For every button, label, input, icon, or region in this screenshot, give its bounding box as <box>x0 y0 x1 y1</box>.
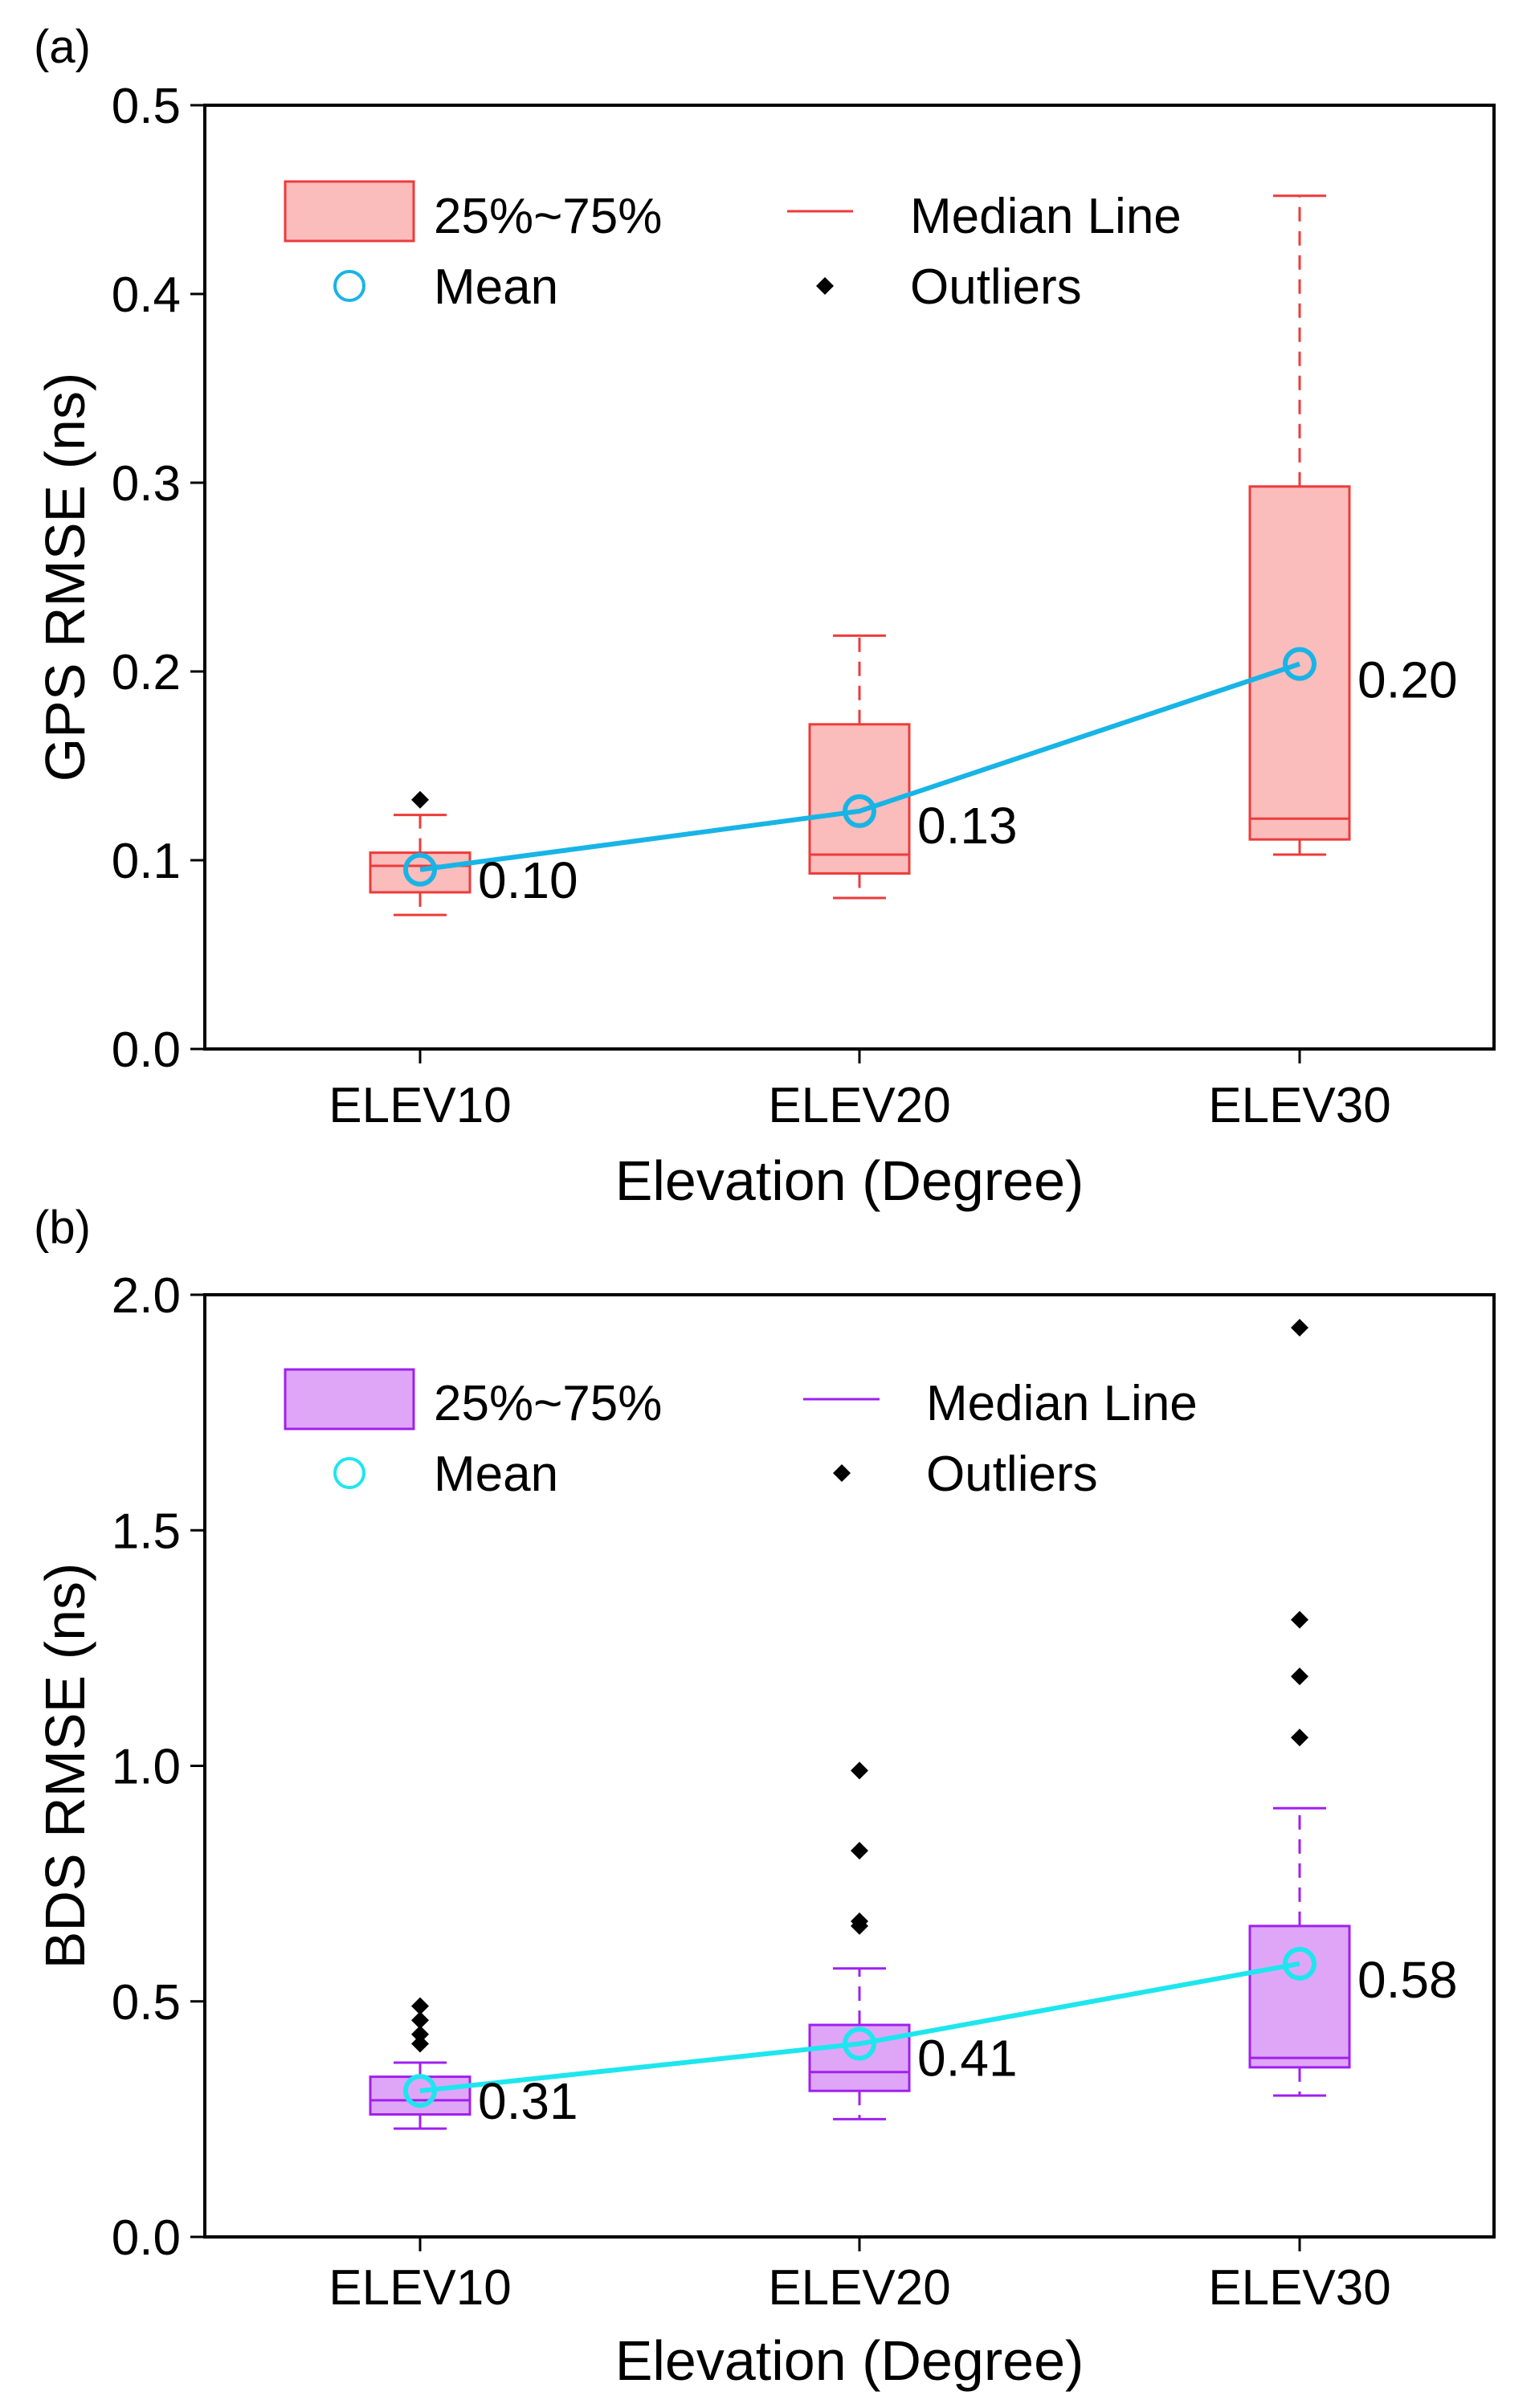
iqr-box <box>369 851 471 894</box>
mean-marker <box>843 2026 876 2061</box>
mean-marker <box>843 794 876 828</box>
outlier-point <box>1291 1667 1308 1686</box>
x-tick-label: ELEV10 <box>329 2260 512 2316</box>
mean-marker <box>1283 1946 1317 1981</box>
mean-marker <box>403 852 437 887</box>
y-tick-label: 0.3 <box>112 456 181 512</box>
iqr-box <box>1248 485 1351 841</box>
mean-data-label: 0.10 <box>478 851 578 909</box>
x-tick-label: ELEV30 <box>1208 2260 1391 2316</box>
y-tick-label: 0.4 <box>112 267 181 323</box>
outlier-point <box>1291 1728 1308 1747</box>
mean-data-label: 0.13 <box>917 797 1018 855</box>
box-elev10 <box>369 1997 471 2130</box>
mean-data-label: 0.20 <box>1357 651 1458 709</box>
legend-box-swatch <box>284 180 415 243</box>
y-axis-title: BDS RMSE (ns) <box>34 1563 96 1969</box>
panel-a: (a) 0.0 0.1 0.2 0.3 0.4 0.5 ELEV10 ELEV20 ELEV30 E… <box>34 21 1496 1212</box>
plot-frame <box>203 1293 1496 2239</box>
outlier-point <box>1291 1610 1308 1629</box>
y-tick-label: 0.5 <box>112 79 181 134</box>
legend-outlier-label: Outliers <box>910 259 1082 315</box>
legend-mean-label: Mean <box>434 1447 558 1502</box>
legend-outlier-swatch <box>816 277 834 295</box>
legend: 25%~75% Mean Median Line Outliers <box>284 1368 1198 1502</box>
iqr-box <box>369 2075 471 2116</box>
mean-data-label: 0.41 <box>917 2030 1018 2088</box>
x-axis-title: Elevation (Degree) <box>615 2329 1084 2392</box>
y-axis-title: GPS RMSE (ns) <box>34 373 96 782</box>
outlier-point <box>411 790 429 809</box>
y-tick-label: 1.0 <box>112 1740 181 1795</box>
y-tick-label: 0.1 <box>112 834 181 889</box>
y-tick-label: 0.2 <box>112 645 181 700</box>
outlier-point <box>1291 1319 1308 1337</box>
x-tick-label: ELEV30 <box>1208 1078 1391 1133</box>
mean-marker <box>403 2074 437 2108</box>
box-elev20 <box>808 1761 911 2120</box>
x-axis-title: Elevation (Degree) <box>615 1149 1084 1212</box>
x-tick-label: ELEV20 <box>768 2260 951 2316</box>
mean-line <box>419 1961 1300 2094</box>
outlier-point <box>851 1912 868 1931</box>
outlier-point <box>411 2025 429 2043</box>
panel-b: (b) 0.0 0.5 1.0 1.5 2.0 ELEV10 ELEV20 ELEV30 Elev… <box>34 1202 1496 2392</box>
legend-mean-label: Mean <box>434 259 558 315</box>
outlier-point <box>411 2011 429 2030</box>
y-tick-label: 0.0 <box>112 1022 181 1078</box>
x-tick-label: ELEV20 <box>768 1078 951 1133</box>
legend-outlier-swatch <box>833 1464 851 1482</box>
legend-box-label: 25%~75% <box>434 1376 662 1431</box>
mean-marker <box>1283 647 1317 681</box>
outlier-point <box>851 1842 868 1860</box>
box-elev30 <box>1248 194 1351 856</box>
legend-mean-swatch <box>333 1457 365 1489</box>
y-tick-label: 0.0 <box>112 2210 181 2266</box>
y-tick-label: 2.0 <box>112 1268 181 1324</box>
legend-median-label: Median Line <box>926 1376 1198 1431</box>
legend-box-swatch <box>284 1368 415 1431</box>
outlier-point <box>411 2035 429 2053</box>
mean-data-label: 0.31 <box>478 2072 578 2130</box>
outlier-point <box>411 1997 429 2015</box>
legend: 25%~75% Mean Median Line Outliers <box>284 180 1182 315</box>
x-tick-label: ELEV10 <box>329 1078 512 1133</box>
panel-label: (a) <box>34 21 91 73</box>
outlier-point <box>851 1761 868 1780</box>
legend-mean-swatch <box>333 270 365 302</box>
y-tick-label: 1.5 <box>112 1504 181 1559</box>
plot-frame <box>203 104 1496 1051</box>
legend-outlier-label: Outliers <box>926 1447 1098 1502</box>
mean-line <box>419 661 1300 872</box>
panel-label: (b) <box>34 1202 91 1254</box>
legend-box-label: 25%~75% <box>434 189 662 244</box>
mean-data-label: 0.58 <box>1357 1951 1458 2009</box>
box-elev20 <box>808 634 911 900</box>
legend-median-label: Median Line <box>910 189 1182 244</box>
y-tick-label: 0.5 <box>112 1975 181 2030</box>
